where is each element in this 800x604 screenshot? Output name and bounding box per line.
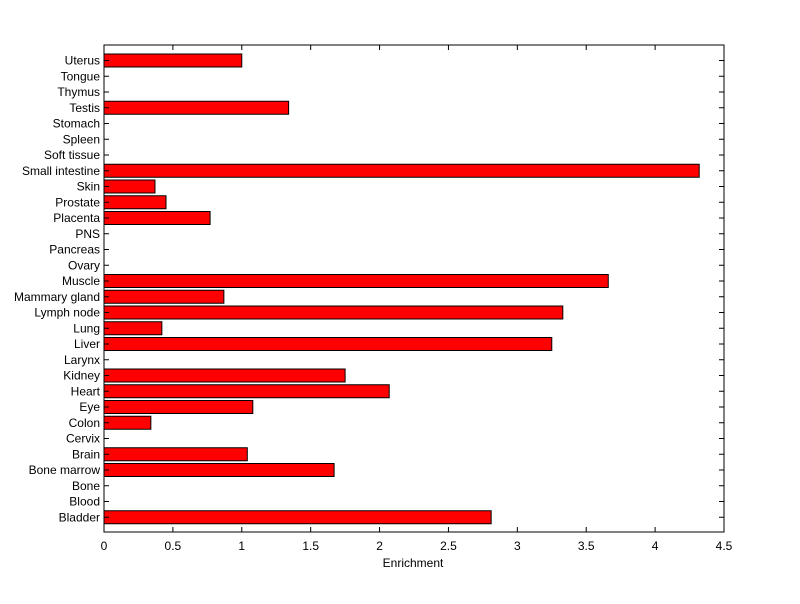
y-tick-label: Uterus [65,54,100,68]
bar-testis [103,100,290,115]
bar-bone-marrow [103,463,335,477]
y-tick-label: Bladder [59,510,100,524]
y-tick-label: PNS [75,227,100,241]
x-axis: 0 0.5 1 1.5 2 2.5 3 3.5 4 4.5 [101,45,733,553]
x-tick-label: 2.5 [440,539,457,553]
y-tick-label: Tongue [61,69,101,83]
y-tick-label: Heart [71,384,101,398]
bar-uterus [103,53,243,68]
y-tick-label: Placenta [53,211,100,225]
y-tick-label: Blood [69,495,100,509]
y-tick-label: Ovary [68,258,100,272]
x-tick-label: 1 [238,539,245,553]
bar-brain [103,447,248,462]
bar-eye [103,400,254,414]
bar-liver [103,337,553,351]
bar-colon [103,415,152,430]
bar-lung [103,321,163,336]
bar-bladder [103,510,492,525]
y-tick-label: Liver [74,337,100,351]
y-tick-label: Soft tissue [44,148,100,162]
y-tick-label: Brain [72,447,100,461]
y-tick-label: Skin [77,180,100,194]
bar-small-intestine [103,163,700,178]
bar-kidney [103,368,346,383]
y-tick-label: Lymph node [34,306,100,320]
x-tick-label: 4 [652,539,659,553]
y-tick-label: Kidney [63,369,100,383]
x-tick-label: 3 [514,539,521,553]
y-tick-label: Pancreas [49,243,100,257]
bar-skin [103,179,156,194]
y-tick-label: Lung [73,321,100,335]
x-axis-label: Enrichment [383,556,444,570]
x-tick-label: 3.5 [578,539,595,553]
bar-mammary-gland [103,289,225,304]
bar-muscle [103,274,609,288]
bar-placenta [103,211,211,225]
y-tick-label: Bone marrow [29,463,101,477]
y-tick-label: Prostate [55,195,100,209]
y-tick-label: Mammary gland [14,290,100,304]
y-tick-label: Stomach [53,117,100,131]
y-tick-label: Colon [69,416,100,430]
x-tick-label: 2 [376,539,383,553]
bar-prostate [103,195,167,210]
bar-heart [103,384,390,399]
x-tick-label: 0.5 [165,539,182,553]
x-tick-label: 1.5 [302,539,319,553]
y-tick-label: Bone [72,479,100,493]
bar-lymph-node [103,305,564,320]
y-tick-label: Spleen [63,132,100,146]
y-tick-label: Eye [79,400,100,414]
y-tick-label: Larynx [64,353,100,367]
y-tick-label: Muscle [62,274,100,288]
x-tick-label: 4.5 [716,539,733,553]
y-tick-label: Testis [69,101,100,115]
y-tick-label: Cervix [66,432,100,446]
x-tick-label: 0 [101,539,108,553]
bars-layer [103,53,700,525]
y-tick-label: Small intestine [22,164,100,178]
y-tick-label: Thymus [57,85,100,99]
